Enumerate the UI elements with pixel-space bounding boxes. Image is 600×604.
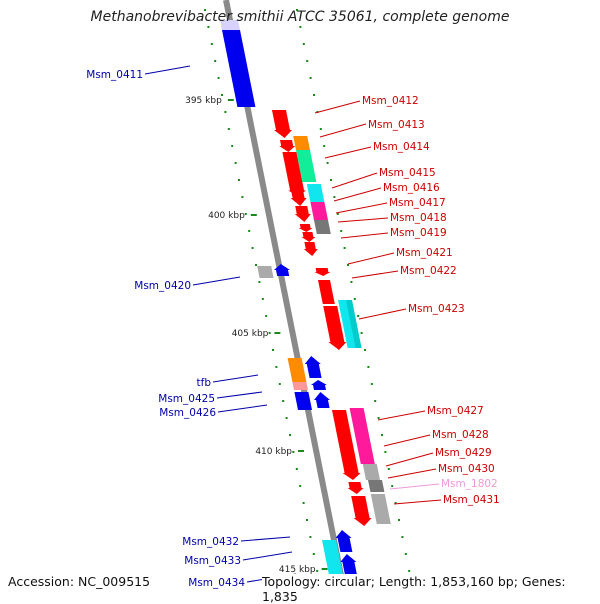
gene-label-leader xyxy=(314,100,361,114)
gene-msm0430-segment xyxy=(368,480,385,492)
gene-label: Msm_0415 xyxy=(379,167,436,179)
scale-label: 405 kbp xyxy=(232,329,269,339)
gene-label: Msm_0419 xyxy=(390,227,447,239)
gene-label-leader xyxy=(216,391,263,399)
gene-label-leader xyxy=(217,404,268,413)
gene-msm0431-arrow xyxy=(351,496,372,526)
gene-msm0413-segment xyxy=(293,136,310,150)
gene-label-leader xyxy=(387,468,437,479)
gene-msm0426-arrow xyxy=(314,392,330,408)
gene-label-leader xyxy=(385,452,434,467)
gene-label: Msm_0427 xyxy=(427,405,484,417)
gene-msm0418-segment xyxy=(314,220,331,234)
scale-label: 395 kbp xyxy=(185,96,222,106)
gene-label-leader xyxy=(192,276,241,286)
gene-msm0420-segment xyxy=(257,266,274,278)
gene-msm0423b-segment xyxy=(346,300,362,348)
gene-label: Msm_0434 xyxy=(188,577,245,589)
gene-label: Msm_0423 xyxy=(408,303,465,315)
gene-msm0414-segment xyxy=(282,152,303,185)
gene-label: Msm_0428 xyxy=(432,429,489,441)
gene-label: Msm_0425 xyxy=(158,393,215,405)
gene-label: Msm_0413 xyxy=(368,119,425,131)
gene-label: Msm_0421 xyxy=(396,247,453,259)
gene-msm0423-arrow xyxy=(323,306,347,350)
scale-label: 415 kbp xyxy=(279,565,316,575)
gene-msm0425b-arrow xyxy=(311,380,327,390)
scale-label: 410 kbp xyxy=(255,447,292,457)
gene-label: Msm_0429 xyxy=(435,447,492,459)
gene-msm0428-arrow xyxy=(342,466,361,480)
gene-msm0417-arrow xyxy=(294,206,311,222)
gene-label-leader xyxy=(393,499,442,505)
gene-label: Msm_0417 xyxy=(389,197,446,209)
gene-msm0416-segment xyxy=(306,184,325,202)
gene-label-leader xyxy=(144,65,191,75)
gene-msm0426-segment xyxy=(294,392,312,410)
gene-label: tfb xyxy=(197,377,212,389)
gene-label: Msm_0426 xyxy=(159,407,216,419)
gene-label-leader xyxy=(331,172,378,189)
gene-label-leader xyxy=(319,123,367,138)
topology-text: Topology: circular; Length: 1,853,160 bp… xyxy=(262,574,600,604)
gene-label: Msm_0412 xyxy=(362,95,419,107)
gene-msm0425-arrow xyxy=(304,356,322,378)
gene-msm0421-arrow xyxy=(314,268,331,276)
gene-label: Msm_0420 xyxy=(134,280,191,292)
gene-tfb-segment xyxy=(287,358,307,382)
gene-msm0422-segment xyxy=(318,280,335,304)
gene-label-leader xyxy=(335,202,388,214)
gene-label: Msm_0416 xyxy=(383,182,440,194)
gene-label-leader xyxy=(358,308,407,320)
gene-msm0427-segment xyxy=(332,410,358,466)
gene-msm0431-segment xyxy=(370,494,391,524)
gene-label-leader xyxy=(347,252,395,265)
scale-label: 400 kbp xyxy=(208,211,245,221)
gene-label: Msm_0431 xyxy=(443,494,500,506)
gene-msm0417-segment xyxy=(310,202,328,220)
gene-label-leader xyxy=(333,187,382,202)
gene-label-leader xyxy=(242,551,293,561)
gene-label: Msm_0433 xyxy=(184,555,241,567)
map-title: Methanobrevibacter smithii ATCC 35061, c… xyxy=(90,9,510,25)
gene-msm0414-outer-segment xyxy=(296,150,317,182)
gene-msm0412-arrow xyxy=(272,110,292,138)
gene-label: Msm_0432 xyxy=(182,536,239,548)
gene-msm0430-arrow xyxy=(347,482,364,494)
gene-msm0411-segment xyxy=(220,20,240,30)
gene-msm0413-arrow xyxy=(279,140,296,152)
gene-msm0419b-arrow xyxy=(303,242,318,256)
gene-label: Msm_0430 xyxy=(438,463,495,475)
gene-msm0419-arrow xyxy=(301,232,316,242)
gene-msm0411-arrow xyxy=(222,30,256,107)
gene-label-leader xyxy=(383,434,431,447)
gene-label-leader xyxy=(324,146,372,159)
gene-msm0416-arrow xyxy=(290,188,307,206)
gene-label: Msm_1802 xyxy=(441,478,498,490)
gene-label: Msm_0414 xyxy=(373,141,430,153)
gene-label-leader xyxy=(240,536,291,542)
gene-label: Msm_0411 xyxy=(86,69,143,81)
gene-msm0434-arrow xyxy=(340,554,358,580)
gene-label-leader xyxy=(212,374,259,383)
gene-label: Msm_0418 xyxy=(390,212,447,224)
accession-text: Accession: NC_009515 xyxy=(8,574,151,589)
gene-label-leader xyxy=(389,483,440,490)
gene-label: Msm_0422 xyxy=(400,265,457,277)
gene-label-leader xyxy=(351,270,399,279)
gene-label-leader xyxy=(340,232,389,239)
gene-msm0429-segment xyxy=(362,464,380,480)
gene-msm0428-segment xyxy=(349,408,375,464)
gene-msm0433-arrow xyxy=(335,530,353,552)
gene-label-leader xyxy=(337,217,389,223)
gene-label-leader xyxy=(377,410,426,421)
gene-msm0418-arrow xyxy=(298,224,313,232)
gene-tfb-tail xyxy=(292,382,308,390)
gene-msm0420-arrow xyxy=(274,264,290,276)
